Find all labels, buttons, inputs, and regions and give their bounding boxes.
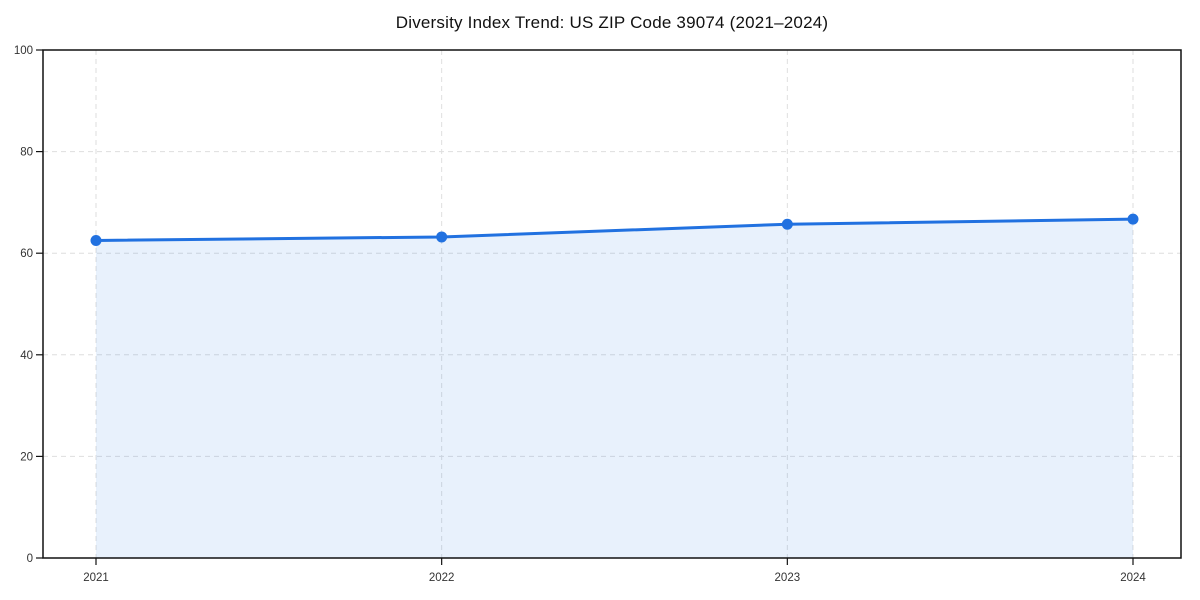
data-point-2021 [90, 235, 102, 246]
data-point-2022 [436, 231, 448, 243]
data-point-markers [90, 213, 1139, 246]
x-axis: 2021 2022 2023 2024 [83, 558, 1146, 584]
y-axis: 0 20 40 60 80 100 [14, 45, 43, 565]
gridlines [43, 50, 1181, 558]
data-point-2023 [781, 218, 793, 230]
y-tick-label: 0 [27, 553, 33, 565]
y-tick-label: 60 [20, 248, 33, 260]
data-point-2024 [1127, 213, 1139, 225]
x-tick-label: 2022 [429, 572, 455, 584]
chart-title: Diversity Index Trend: US ZIP Code 39074… [395, 13, 829, 32]
y-tick-label: 20 [20, 451, 33, 463]
x-tick-label: 2021 [83, 572, 109, 584]
y-tick-label: 100 [14, 45, 33, 57]
x-tick-label: 2024 [1120, 572, 1146, 584]
trend-line [94, 217, 1135, 242]
x-tick-label: 2023 [775, 572, 801, 584]
y-tick-label: 40 [20, 350, 33, 362]
y-tick-label: 80 [20, 147, 33, 159]
area-fill [96, 219, 1133, 558]
plot-border [42, 49, 1182, 559]
